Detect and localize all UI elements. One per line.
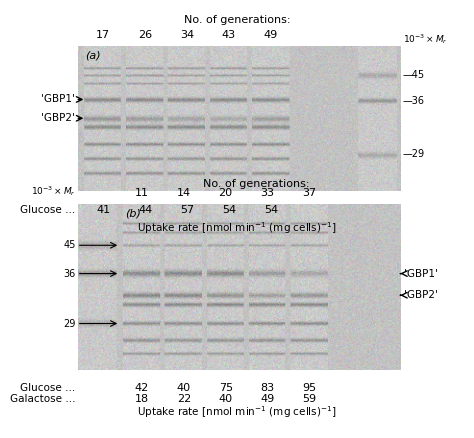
Text: 34: 34: [180, 30, 194, 40]
Text: 'GBP1': 'GBP1': [404, 268, 438, 279]
Text: 18: 18: [135, 394, 149, 403]
Text: 40: 40: [177, 383, 191, 392]
Text: 36: 36: [64, 268, 76, 279]
Text: 59: 59: [302, 394, 317, 403]
Text: —45: —45: [403, 70, 425, 80]
Text: 54: 54: [264, 205, 278, 215]
Text: No. of generations:: No. of generations:: [184, 15, 290, 25]
Text: 20: 20: [219, 188, 233, 198]
Text: 22: 22: [177, 394, 191, 403]
Text: Galactose …: Galactose …: [10, 394, 76, 403]
Text: 37: 37: [302, 188, 317, 198]
Text: 11: 11: [135, 188, 149, 198]
Text: Glucose …: Glucose …: [20, 205, 76, 215]
Text: 29: 29: [64, 318, 76, 328]
Text: 54: 54: [222, 205, 236, 215]
Text: 49: 49: [264, 30, 278, 40]
Text: No. of generations:: No. of generations:: [203, 179, 309, 189]
Text: 14: 14: [177, 188, 191, 198]
Text: 41: 41: [96, 205, 110, 215]
Text: 33: 33: [261, 188, 274, 198]
Text: Glucose …: Glucose …: [20, 383, 76, 392]
Text: 45: 45: [64, 240, 76, 250]
Text: $10^{-3} \times M_r$: $10^{-3} \times M_r$: [403, 32, 448, 46]
Text: 49: 49: [260, 394, 275, 403]
Text: Uptake rate [nmol min$^{-1}$ (mg cells)$^{-1}$]: Uptake rate [nmol min$^{-1}$ (mg cells)$…: [137, 220, 337, 236]
Text: 'GBP2': 'GBP2': [41, 113, 75, 123]
Text: 57: 57: [180, 205, 194, 215]
Text: —29: —29: [403, 149, 425, 159]
Text: 44: 44: [138, 205, 152, 215]
Text: 'GBP1': 'GBP1': [41, 95, 75, 105]
Text: (a): (a): [85, 50, 100, 60]
Text: (b): (b): [125, 208, 141, 218]
Text: 83: 83: [261, 383, 274, 392]
Text: 75: 75: [219, 383, 233, 392]
Text: 17: 17: [96, 30, 110, 40]
Text: —36: —36: [403, 96, 425, 106]
Text: 40: 40: [219, 394, 233, 403]
Text: 'GBP2': 'GBP2': [404, 290, 438, 300]
Text: 43: 43: [222, 30, 236, 40]
Text: 42: 42: [135, 383, 149, 392]
Text: 26: 26: [138, 30, 152, 40]
Text: Uptake rate [nmol min$^{-1}$ (mg cells)$^{-1}$]: Uptake rate [nmol min$^{-1}$ (mg cells)$…: [137, 404, 337, 420]
Text: 95: 95: [302, 383, 317, 392]
Text: $10^{-3} \times M_r$: $10^{-3} \times M_r$: [31, 184, 76, 198]
